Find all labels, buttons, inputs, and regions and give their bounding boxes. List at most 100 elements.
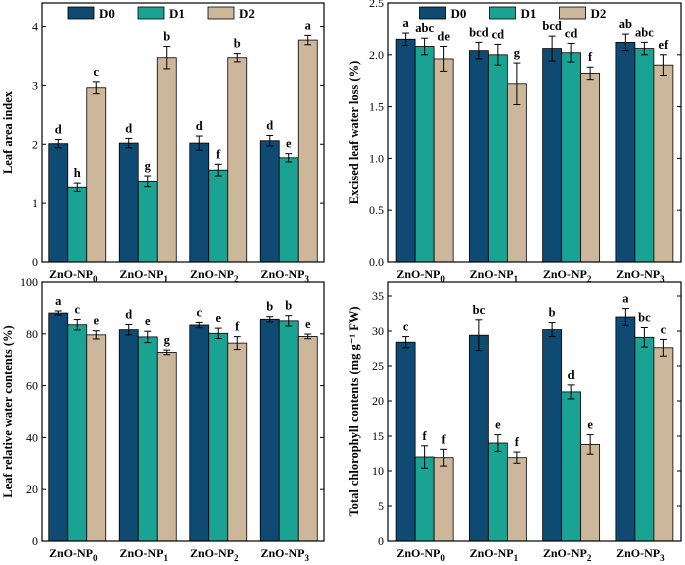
significance-letter: d: [55, 123, 62, 137]
bar-d2-cat3: [227, 57, 248, 263]
significance-letter: c: [74, 303, 80, 317]
bar-d0-cat4: [615, 316, 636, 542]
bar-d0-cat1: [395, 341, 416, 542]
category-subscript: 1: [164, 274, 169, 284]
x-category-label: ZnO-NP0: [396, 267, 445, 284]
significance-letter: d: [196, 119, 203, 133]
significance-letter: d: [125, 307, 132, 321]
significance-letter: b: [549, 306, 556, 320]
significance-letter: cd: [565, 26, 578, 40]
significance-letter: a: [305, 18, 312, 32]
category-subscript: 0: [440, 274, 445, 284]
significance-letter: g: [145, 159, 152, 173]
category-base: ZnO-NP: [470, 267, 514, 281]
legend-label-d2: D2: [239, 6, 255, 21]
y-tick-label: 0: [378, 534, 384, 548]
category-base: ZnO-NP: [119, 546, 163, 560]
significance-letter: f: [216, 147, 221, 161]
y-tick-label: 2.5: [369, 0, 384, 10]
x-category-label: ZnO-NP3: [616, 267, 665, 284]
bar-d0-cat2: [468, 50, 489, 263]
category-subscript: 0: [93, 274, 98, 284]
bar-d2-cat2: [506, 83, 527, 263]
significance-letter: g: [514, 46, 521, 60]
bar-d1-cat4: [278, 320, 299, 542]
bar-d0-cat3: [542, 48, 563, 263]
bar-d2-cat1: [433, 58, 454, 263]
significance-letter: e: [305, 317, 311, 331]
legend-swatch-d1: [137, 6, 165, 20]
significance-letter: e: [587, 418, 593, 432]
bar-d0-cat3: [189, 324, 210, 542]
category-base: ZnO-NP: [190, 267, 234, 281]
significance-letter: c: [403, 320, 409, 334]
category-subscript: 3: [660, 274, 665, 284]
y-tick-label: 2: [32, 137, 38, 151]
bar-d2-cat2: [156, 352, 177, 542]
bar-d1-cat4: [634, 336, 655, 542]
category-subscript: 3: [305, 274, 310, 284]
category-base: ZnO-NP: [49, 546, 93, 560]
y-axis-title: Total chlorophyll contents (mg g⁻¹ FW): [347, 306, 361, 516]
x-category-label: ZnO-NP2: [543, 546, 592, 563]
legend-label-d0: D0: [99, 6, 115, 21]
y-tick-label: 5: [378, 499, 384, 513]
bar-d1-cat3: [561, 391, 582, 542]
bar-d0-cat2: [118, 142, 139, 263]
significance-letter: c: [196, 305, 202, 319]
bar-d0-cat1: [48, 312, 69, 542]
plot-frame: [387, 2, 682, 263]
x-category-label: ZnO-NP0: [396, 546, 445, 563]
bar-d0-cat3: [189, 142, 210, 263]
legend-label-d0: D0: [451, 6, 467, 21]
plot-frame: [387, 281, 682, 542]
significance-letter: e: [286, 137, 292, 151]
bar-d2-cat4: [297, 39, 318, 263]
bar-d2-cat2: [156, 57, 177, 263]
bar-d1-cat4: [634, 48, 655, 263]
bar-d1-cat1: [414, 46, 435, 263]
significance-letter: f: [423, 429, 428, 443]
bar-d2-cat1: [86, 334, 107, 542]
significance-letter: f: [235, 320, 240, 334]
bar-d2-cat4: [297, 335, 318, 542]
significance-letter: b: [234, 37, 241, 51]
significance-letter: f: [515, 435, 520, 449]
category-base: ZnO-NP: [396, 546, 440, 560]
significance-letter: e: [145, 314, 151, 328]
x-category-label: ZnO-NP2: [543, 267, 592, 284]
category-subscript: 2: [234, 274, 239, 284]
significance-letter: e: [495, 418, 501, 432]
significance-letter: g: [164, 333, 171, 347]
bar-d0-cat2: [468, 334, 489, 542]
significance-letter: d: [125, 121, 132, 135]
x-category-label: ZnO-NP0: [49, 546, 98, 563]
legend-swatch-d0: [67, 6, 95, 20]
y-tick-label: 20: [26, 482, 38, 496]
bar-d2-cat1: [433, 457, 454, 542]
bar-d0-cat4: [615, 41, 636, 263]
x-category-label: ZnO-NP0: [49, 267, 98, 284]
category-subscript: 3: [305, 553, 310, 563]
bar-d2-cat1: [86, 87, 107, 263]
bar-d1-cat3: [208, 332, 229, 542]
bar-d0-cat1: [48, 143, 69, 263]
bar-d2-cat3: [580, 73, 601, 263]
significance-letter: bc: [473, 303, 486, 317]
bar-d1-cat3: [208, 169, 229, 263]
category-base: ZnO-NP: [470, 546, 514, 560]
legend-swatch-d1: [489, 6, 516, 20]
y-tick-label: 10: [372, 464, 384, 478]
category-base: ZnO-NP: [190, 546, 234, 560]
significance-letter: ef: [659, 38, 670, 52]
bar-d2-cat4: [653, 64, 674, 263]
y-tick-label: 0: [32, 534, 38, 548]
category-subscript: 0: [93, 553, 98, 563]
significance-letter: c: [93, 65, 99, 79]
y-tick-label: 1.0: [369, 151, 384, 165]
significance-letter: ab: [619, 17, 632, 31]
significance-letter: abc: [635, 25, 654, 39]
